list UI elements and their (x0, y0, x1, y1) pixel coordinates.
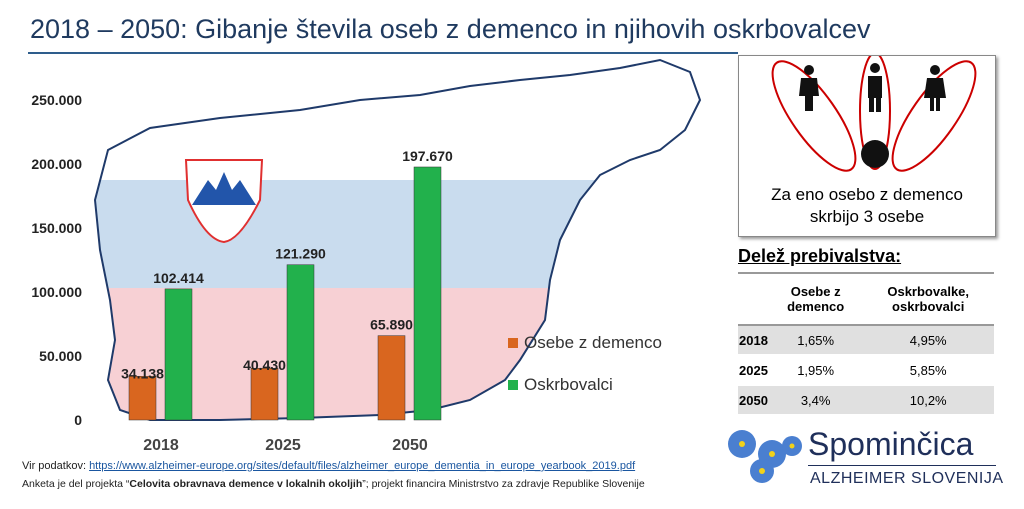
y-tick-label: 250.000 (31, 92, 82, 108)
infobox-line-2: skrbijo 3 osebe (809, 207, 925, 226)
project-note: Anketa je del projekta “Celovita obravna… (22, 478, 645, 490)
table-cell: 2050 (738, 385, 769, 416)
bar-chart: 0 50.000 100.000 150.000 200.000 250.000 2018 2… (31, 59, 701, 454)
forget-me-not-logo-icon (728, 430, 802, 483)
table-cell: 1,65% (768, 325, 863, 356)
x-tick-label: 2018 (143, 437, 179, 454)
table-row: 2050 3,4% 10,2% (738, 385, 994, 416)
data-label: 102.414 (153, 270, 204, 286)
bar-dementia-2025 (250, 367, 279, 421)
data-label: 40.430 (243, 357, 286, 373)
coat-of-arms-icon (184, 159, 264, 244)
x-tick-label: 2025 (265, 437, 301, 454)
y-tick-label: 0 (74, 412, 82, 428)
source-link[interactable]: https://www.alzheimer-europe.org/sites/d… (89, 460, 636, 472)
legend-swatch (508, 338, 518, 348)
table-row: 2025 1,95% 5,85% (738, 355, 994, 386)
logo-name: Spominčica (808, 426, 974, 462)
legend-label: Oskrbovalci (524, 375, 613, 394)
data-label: 65.890 (370, 317, 413, 333)
table-cell: 5,85% (862, 355, 994, 386)
data-label: 34.138 (121, 365, 164, 381)
logo-subtitle: ALZHEIMER SLOVENIJA (810, 470, 1004, 487)
source-label: Vir podatkov: (22, 460, 90, 472)
caregivers-illustration-icon (771, 52, 977, 172)
y-tick-label: 200.000 (31, 156, 82, 172)
table-cell: 4,95% (862, 325, 994, 356)
y-tick-label: 100.000 (31, 284, 82, 300)
table-cell: 10,2% (862, 385, 994, 416)
bar-dementia-2018 (128, 376, 157, 421)
legend-label: Osebe z demenco (524, 333, 662, 352)
source-note: Vir podatkov: https://www.alzheimer-euro… (22, 460, 635, 472)
data-label: 121.290 (275, 246, 326, 262)
legend-swatch (508, 380, 518, 390)
page-title: 2018 – 2050: Gibanje števila oseb z deme… (30, 14, 871, 44)
table-cell: 2018 (738, 325, 769, 356)
project-pre: Anketa je del projekta “ (22, 478, 130, 490)
table-row: 2018 1,65% 4,95% (738, 325, 994, 356)
bar-caregivers-2050 (413, 166, 442, 421)
project-post: ”; projekt financira Ministrstvo za zdra… (362, 478, 645, 490)
table-cell: 1,95% (768, 355, 863, 386)
project-name: Celovita obravnava demence v lokalnih ok… (129, 478, 363, 490)
bar-caregivers-2018 (164, 288, 193, 421)
logo-divider (808, 465, 996, 466)
y-tick-label: 50.000 (39, 348, 82, 364)
table-header (738, 273, 769, 326)
population-share-table: Osebe z demenco Oskrbovalke, oskrbovalci … (738, 272, 994, 416)
title-divider (28, 52, 738, 54)
bar-dementia-2050 (377, 335, 406, 421)
table-cell: 2025 (738, 355, 769, 386)
x-tick-label: 2050 (392, 437, 428, 454)
y-tick-label: 150.000 (31, 220, 82, 236)
infobox-line-1: Za eno osebo z demenco (771, 185, 963, 204)
bar-caregivers-2025 (286, 264, 315, 421)
data-label: 197.670 (402, 148, 453, 164)
table-header: Oskrbovalke, oskrbovalci (862, 273, 994, 326)
caregiver-infobox: Za eno osebo z demenco skrbijo 3 osebe (738, 52, 996, 237)
share-title: Delež prebivalstva: (738, 246, 902, 266)
table-cell: 3,4% (768, 385, 863, 416)
table-header: Osebe z demenco (768, 273, 863, 326)
